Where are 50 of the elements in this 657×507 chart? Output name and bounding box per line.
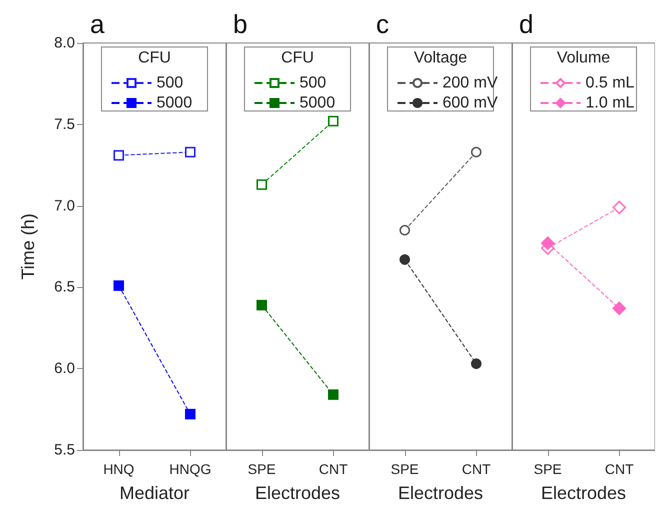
x-axis-title: Mediator xyxy=(119,483,190,503)
point xyxy=(256,300,267,310)
legend-label: 1.0 mL xyxy=(586,94,635,112)
x-tick-label: CNT xyxy=(318,461,348,477)
legend-label: 5000 xyxy=(300,94,336,112)
point xyxy=(612,200,626,214)
legend-label: 0.5 mL xyxy=(586,74,635,92)
point xyxy=(400,224,410,236)
point xyxy=(400,254,410,265)
point xyxy=(471,146,482,158)
y-tick-label: 7.0 xyxy=(54,197,75,214)
point xyxy=(541,236,554,250)
point xyxy=(471,358,482,369)
x-axis-title: Electrodes xyxy=(398,483,484,503)
x-tick-label: CNT xyxy=(462,461,492,477)
chart-title: c xyxy=(376,9,389,39)
x-axis-title: Electrodes xyxy=(254,483,340,503)
legend-title: Voltage xyxy=(414,50,468,66)
legend-label: 500 xyxy=(156,74,184,92)
point xyxy=(612,302,626,316)
chart-title: a xyxy=(90,9,105,39)
y-tick-label: 7.5 xyxy=(54,116,75,133)
y-tick-label: 6.0 xyxy=(54,360,75,378)
point xyxy=(328,116,338,126)
x-tick-label: HNQ xyxy=(103,461,134,477)
legend-title: Volume xyxy=(556,50,610,66)
legend-label: 5000 xyxy=(156,94,192,112)
y-tick-label: 5.5 xyxy=(54,442,75,458)
point xyxy=(185,146,196,158)
x-tick-label: HNQG xyxy=(169,461,212,477)
legend-title: CFU xyxy=(138,50,171,66)
point xyxy=(114,150,124,161)
point xyxy=(256,179,267,190)
y-tick-label: 8.0 xyxy=(54,34,75,52)
x-tick-label: SPE xyxy=(248,461,276,477)
y-axis-title: Time (h) xyxy=(18,213,38,280)
x-tick-label: CNT xyxy=(604,461,634,477)
point xyxy=(185,408,196,420)
point xyxy=(114,280,124,291)
legend-label: 200 mV xyxy=(442,74,498,92)
y-tick-label: 6.5 xyxy=(54,278,75,296)
x-axis-title: Electrodes xyxy=(540,483,626,503)
legend-label: 600 mV xyxy=(442,94,498,112)
legend-title: CFU xyxy=(281,50,314,66)
chart-title: d xyxy=(519,9,534,39)
x-tick-label: SPE xyxy=(534,461,562,477)
point xyxy=(328,389,338,400)
chart-title: b xyxy=(233,9,248,39)
legend-label: 500 xyxy=(300,74,326,92)
x-tick-label: SPE xyxy=(390,461,419,477)
